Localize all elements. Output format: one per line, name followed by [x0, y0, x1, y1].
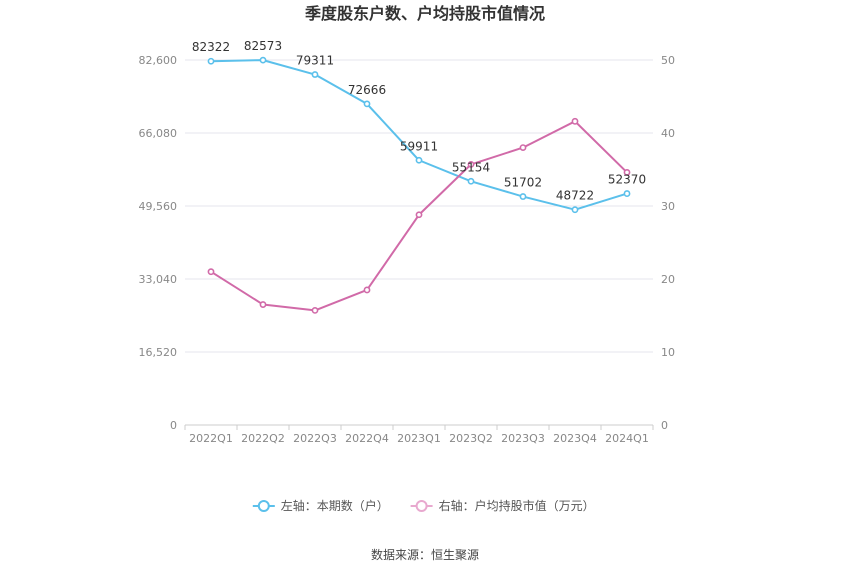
- chart-title: 季度股东户数、户均持股市值情况: [304, 4, 545, 23]
- right-series-point: [415, 211, 423, 219]
- data-label: 55154: [452, 160, 490, 174]
- data-label: 72666: [348, 83, 386, 97]
- legend-item[interactable]: 右轴：户均持股市值（万元）: [410, 498, 595, 513]
- x-tick-label: 2023Q1: [397, 432, 441, 445]
- y-right-tick-label: 40: [661, 127, 675, 140]
- right-series-point: [571, 117, 579, 125]
- x-tick-label: 2022Q2: [241, 432, 285, 445]
- right-series-point: [259, 301, 267, 308]
- data-label: 82322: [192, 40, 230, 54]
- left-series-point: [363, 100, 371, 108]
- legend-marker-icon: [415, 500, 428, 512]
- grid-lines: [185, 59, 653, 353]
- data-label: 51702: [504, 176, 542, 190]
- axes: 0 16,520 33,040 49,560 66,080 82,600 0 10 20 30 40…: [139, 54, 676, 445]
- data-labels: 82322 82573 79311 72666 59911 55154 51702 48722…: [192, 39, 646, 203]
- legend[interactable]: 左轴：本期数（户） 右轴：户均持股市值（万元）: [252, 498, 595, 513]
- data-label: 82573: [244, 39, 282, 53]
- data-label: 79311: [296, 54, 334, 68]
- right-series-point: [467, 160, 475, 168]
- legend-item[interactable]: 左轴：本期数（户）: [252, 498, 389, 513]
- left-series-point: [259, 56, 267, 64]
- data-label: 59911: [400, 139, 438, 153]
- y-right-tick-label: 10: [661, 346, 675, 359]
- x-tick-label: 2023Q3: [501, 432, 545, 445]
- y-right-tick-label: 20: [661, 273, 675, 286]
- y-right-tick-label: 30: [661, 200, 675, 213]
- right-series-point: [519, 144, 527, 151]
- x-tick-label: 2023Q2: [449, 432, 493, 445]
- left-series-point: [623, 190, 631, 197]
- right-series-point: [363, 286, 371, 294]
- x-tick-label: 2023Q4: [553, 432, 597, 445]
- x-tick-label: 2022Q4: [345, 432, 389, 445]
- y-left-tick-label: 82,600: [139, 54, 178, 67]
- left-series-point: [311, 71, 319, 78]
- right-series-point: [623, 169, 631, 176]
- right-series-point: [311, 306, 319, 314]
- x-tick-label: 2024Q1: [605, 432, 649, 445]
- left-series-line: [210, 59, 628, 211]
- x-tick-label: 2022Q3: [293, 432, 337, 445]
- left-series-point: [519, 193, 527, 200]
- source-note: 数据来源：恒生聚源: [371, 547, 479, 562]
- legend-marker-icon: [257, 500, 270, 512]
- y-left-tick-label: 49,560: [139, 200, 178, 213]
- left-series-point: [571, 206, 579, 214]
- y-left-tick-label: 16,520: [139, 346, 178, 359]
- y-right-tick-label: 0: [661, 419, 668, 432]
- left-series-point: [207, 57, 215, 65]
- left-series-point: [415, 156, 423, 164]
- x-tick-label: 2022Q1: [189, 432, 233, 445]
- y-right-tick-label: 50: [661, 54, 675, 67]
- y-left-tick-label: 0: [170, 419, 177, 432]
- right-series-point: [207, 268, 215, 276]
- series: [207, 56, 631, 314]
- data-label: 52370: [608, 173, 646, 187]
- legend-label: 右轴：户均持股市值（万元）: [439, 498, 595, 513]
- data-label: 48722: [556, 189, 594, 203]
- y-left-tick-label: 66,080: [139, 127, 178, 140]
- left-series-point: [467, 177, 475, 185]
- legend-label: 左轴：本期数（户）: [281, 498, 389, 513]
- y-left-tick-label: 33,040: [139, 273, 178, 286]
